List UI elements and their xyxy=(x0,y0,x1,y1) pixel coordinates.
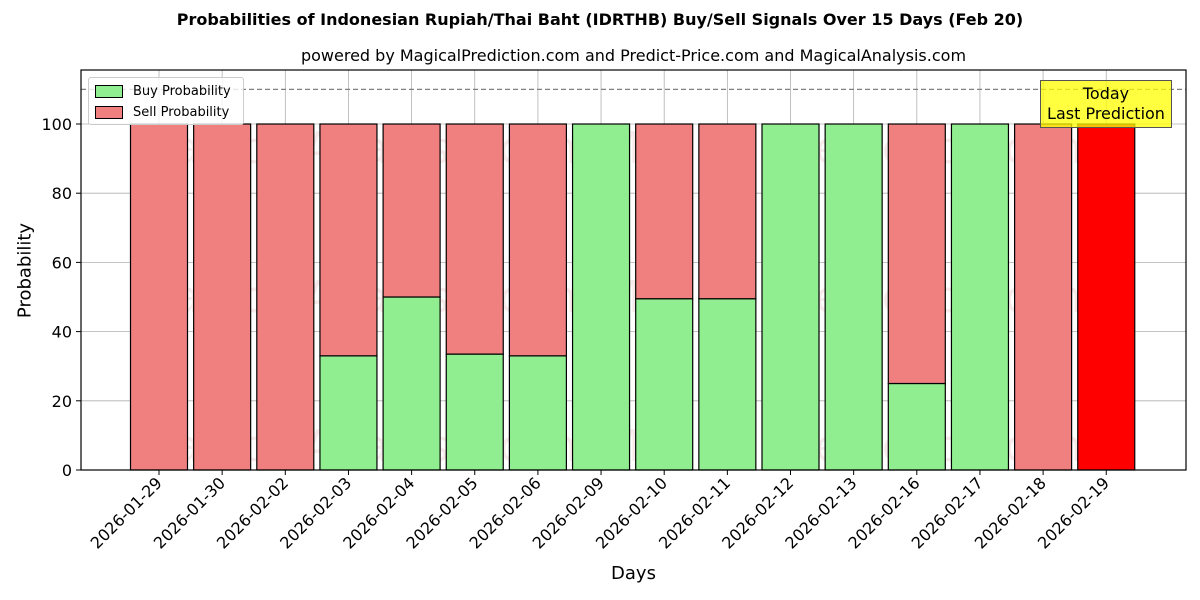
buy-bar xyxy=(761,123,820,471)
svg-text:100: 100 xyxy=(41,115,72,134)
sell-bar xyxy=(319,123,378,357)
legend-item-buy: Buy Probability xyxy=(95,83,231,99)
svg-text:60: 60 xyxy=(52,253,72,272)
sell-bar xyxy=(508,123,567,357)
buy-bar xyxy=(950,123,1010,471)
sell-bar xyxy=(1077,123,1136,471)
sell-bar xyxy=(1013,123,1073,471)
legend-item-sell: Sell Probability xyxy=(95,104,229,120)
buy-bar xyxy=(319,355,378,471)
legend: Buy Probability Sell Probability xyxy=(88,77,244,125)
sell-bar xyxy=(445,123,504,355)
sell-bar xyxy=(887,123,946,385)
bars xyxy=(129,123,1136,471)
legend-sell-label: Sell Probability xyxy=(133,104,230,120)
svg-text:20: 20 xyxy=(52,392,72,411)
svg-text:0: 0 xyxy=(62,461,72,480)
chart-subtitle: powered by MagicalPrediction.com and Pre… xyxy=(300,46,967,65)
axes-frame xyxy=(80,69,1187,471)
sell-bar xyxy=(635,123,694,300)
buy-bar xyxy=(824,123,883,471)
buy-swatch-icon xyxy=(95,84,123,98)
buy-bar xyxy=(382,296,441,471)
chart-title: Probabilities of Indonesian Rupiah/Thai … xyxy=(176,10,1024,29)
buy-bar xyxy=(508,355,567,471)
sell-swatch-icon xyxy=(95,105,123,119)
sell-bar xyxy=(382,123,441,298)
sell-bar xyxy=(698,123,757,300)
legend-buy-label: Buy Probability xyxy=(133,83,231,99)
annotation-line-1: Today xyxy=(1082,84,1130,103)
x-axis-label: Days xyxy=(611,563,656,584)
today-annotation: Today Last Prediction xyxy=(1040,80,1172,128)
buy-bar xyxy=(445,353,504,471)
buy-bar xyxy=(887,382,946,471)
svg-text:80: 80 xyxy=(52,184,72,203)
x-axis-ticks: 2026-01-292026-01-302026-02-022026-02-03… xyxy=(87,470,1113,553)
buy-bar xyxy=(698,298,757,471)
y-axis-label: Probability xyxy=(14,222,36,319)
y-axis-ticks: 0 20 40 60 80 100 xyxy=(41,115,81,480)
sell-bar xyxy=(193,123,252,471)
svg-text:40: 40 xyxy=(52,323,72,342)
buy-bar xyxy=(571,123,631,471)
sell-bar xyxy=(256,123,315,471)
annotation-line-2: Last Prediction xyxy=(1047,104,1165,123)
sell-bar xyxy=(129,123,189,471)
buy-bar xyxy=(635,298,694,471)
